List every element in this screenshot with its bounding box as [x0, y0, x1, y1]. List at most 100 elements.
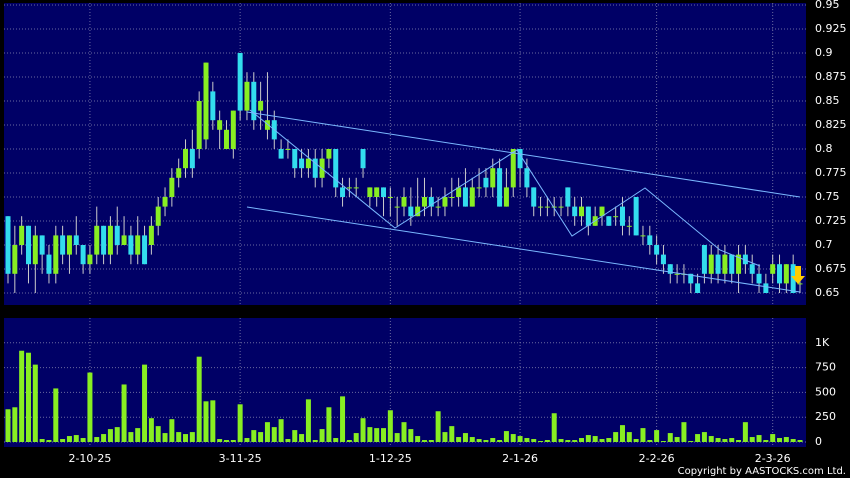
volume-bar [667, 433, 673, 442]
volume-bar [524, 438, 530, 442]
y2-tick-label: 250 [815, 410, 836, 423]
candle-body [340, 187, 346, 197]
candle-body [462, 187, 468, 207]
volume-bar [305, 399, 311, 442]
candle-body [421, 197, 427, 207]
volume-bar [531, 439, 537, 442]
candle-body [544, 206, 550, 208]
trend-lines [246, 109, 801, 293]
volume-bar [476, 439, 482, 442]
volume-bar [462, 433, 468, 442]
volume-bar [66, 436, 72, 442]
volume-bar [80, 438, 86, 442]
y-tick-label: 0.85 [815, 94, 840, 107]
candle-body [217, 120, 223, 130]
candle-body [708, 254, 714, 274]
y-tick-label: 0.8 [815, 142, 833, 155]
candle-body [715, 254, 721, 274]
trend-line [246, 111, 801, 198]
candle-body [264, 120, 270, 130]
volume-bar [367, 427, 373, 442]
volume-bar [756, 435, 762, 442]
candle-body [538, 206, 544, 208]
candle-body [517, 149, 523, 169]
y-tick-label: 0.7 [815, 238, 833, 251]
volume-bar [770, 434, 776, 442]
volume-bar [551, 413, 557, 442]
y2-tick-label: 750 [815, 361, 836, 374]
volume-bar [633, 439, 639, 442]
y-tick-label: 0.875 [815, 70, 847, 83]
volume-bar [217, 439, 223, 442]
candle-body [32, 235, 38, 265]
volume-bar [592, 436, 598, 442]
volume-bar [606, 438, 612, 442]
candle-body [101, 225, 107, 255]
volume-bar [203, 401, 209, 442]
volume-bar [510, 434, 516, 442]
volume-bar [189, 432, 195, 442]
volume-bar [695, 434, 701, 442]
volume-bar [544, 440, 550, 442]
volume-bar [264, 422, 270, 442]
volume-bar [142, 364, 148, 442]
candle-body [749, 264, 755, 274]
candle-body [135, 235, 141, 255]
candle-body [456, 187, 462, 197]
candle-body [128, 235, 134, 255]
candle-body [203, 62, 209, 140]
volume-bar [128, 432, 134, 442]
candle-body [503, 187, 509, 207]
volume-bar [449, 426, 455, 442]
candle-body [551, 206, 557, 208]
candle-body [688, 273, 694, 284]
y2-tick-label: 500 [815, 385, 836, 398]
candle-body [374, 187, 380, 197]
volume-bar [278, 419, 284, 442]
volume-bar [46, 440, 52, 442]
volume-bar [599, 439, 605, 442]
volume-bar [681, 422, 687, 442]
volume-bar [39, 439, 45, 442]
volume-bar [456, 437, 462, 442]
candle-body [790, 264, 796, 293]
volume-bar [107, 429, 113, 442]
candle-body [394, 206, 400, 208]
candle-body [148, 225, 154, 245]
y-tick-label: 0.75 [815, 190, 840, 203]
volume-bar [114, 427, 120, 442]
volume-bar [176, 432, 182, 442]
candle-body [299, 158, 305, 169]
candle-body [619, 206, 625, 226]
volume-bar [415, 436, 421, 442]
volume-bar [497, 440, 503, 442]
signal-arrow [791, 266, 805, 284]
y-tick-label: 0.675 [815, 262, 847, 275]
candle-body [469, 187, 475, 207]
candle-body [39, 235, 45, 255]
volume-bar [53, 388, 59, 442]
volume-bar [715, 438, 721, 442]
candle-body [531, 187, 537, 207]
candle-body [46, 254, 52, 274]
candle-body [660, 254, 666, 265]
volume-bar [579, 438, 585, 442]
volume-bar [688, 441, 694, 442]
volume-bar [155, 426, 161, 442]
volume-bar [483, 440, 489, 442]
volume-bar [490, 438, 496, 442]
volume-bar [32, 364, 38, 442]
y-tick-label: 0.65 [815, 286, 840, 299]
candle-body [435, 206, 441, 208]
volume-bar [326, 407, 332, 442]
volume-bar [408, 429, 414, 442]
y2-tick-label: 0 [815, 435, 822, 448]
candle-body [524, 168, 530, 188]
y2-tick-label: 1K [815, 336, 830, 349]
volume-bar [299, 434, 305, 442]
volume-bar [210, 400, 216, 442]
candle-body [442, 197, 448, 207]
candle-body [183, 149, 189, 169]
candle-body [305, 158, 311, 169]
candle-body [381, 187, 387, 197]
